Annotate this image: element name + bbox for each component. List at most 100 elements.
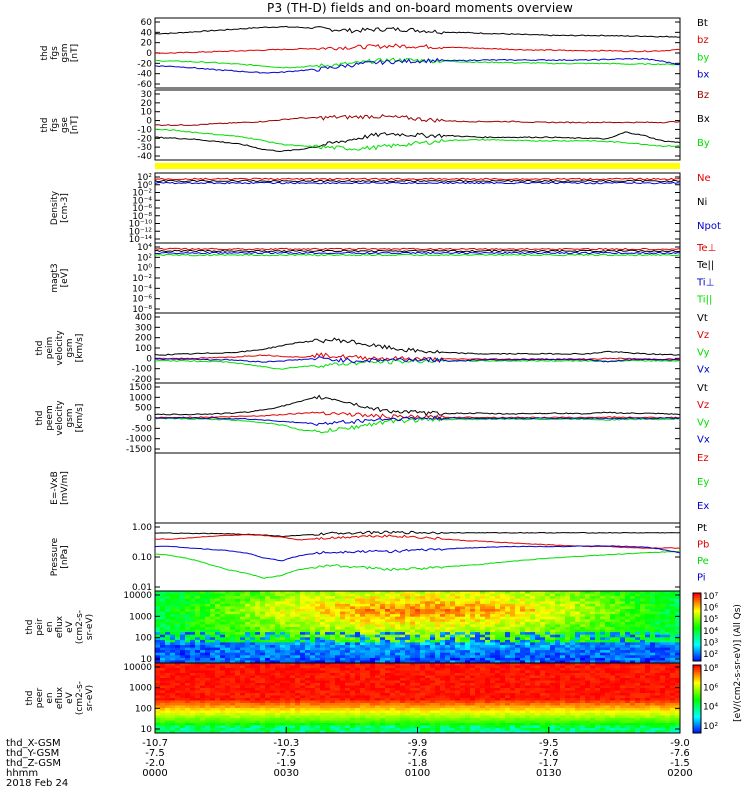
heatmap-cell bbox=[295, 663, 301, 666]
heatmap-cell bbox=[465, 591, 471, 594]
heatmap-cell bbox=[670, 611, 676, 615]
heatmap-cell bbox=[285, 634, 291, 638]
heatmap-cell bbox=[620, 598, 626, 602]
heatmap-cell bbox=[600, 616, 606, 620]
heatmap-cell bbox=[435, 611, 441, 615]
heatmap-cell bbox=[540, 685, 546, 689]
heatmap-cell bbox=[655, 652, 661, 656]
heatmap-cell bbox=[210, 606, 216, 610]
heatmap-cell bbox=[435, 693, 441, 696]
heatmap-cell bbox=[220, 685, 226, 689]
heatmap-cell bbox=[655, 603, 661, 607]
heatmap-cell bbox=[670, 603, 676, 607]
heatmap-cell bbox=[455, 685, 461, 689]
heatmap-cell bbox=[405, 606, 411, 610]
heatmap-cell bbox=[310, 621, 316, 625]
heatmap-cell bbox=[485, 606, 491, 610]
heatmap-cell bbox=[265, 678, 271, 681]
heatmap-cell bbox=[460, 663, 466, 666]
heatmap-cell bbox=[205, 619, 211, 623]
heatmap-cell bbox=[510, 616, 516, 620]
heatmap-cell bbox=[155, 621, 161, 625]
heatmap-cell bbox=[370, 693, 376, 696]
heatmap-cell bbox=[545, 680, 551, 684]
heatmap-cell bbox=[530, 632, 536, 636]
heatmap-cell bbox=[505, 652, 511, 656]
heatmap-cell bbox=[665, 603, 671, 607]
heatmap-cell bbox=[235, 593, 241, 597]
heatmap-cell bbox=[595, 637, 601, 641]
heatmap-cell bbox=[235, 695, 241, 699]
heatmap-cell bbox=[425, 695, 431, 699]
heatmap-cell bbox=[465, 619, 471, 623]
heatmap-cell bbox=[360, 652, 366, 656]
heatmap-cell bbox=[245, 670, 251, 674]
heatmap-cell bbox=[160, 683, 166, 686]
heatmap-cell bbox=[545, 616, 551, 620]
heatmap-cell bbox=[570, 634, 576, 638]
heatmap-cell bbox=[465, 647, 471, 651]
heatmap-cell bbox=[305, 614, 311, 618]
tick-label: 10⁻¹² bbox=[129, 227, 153, 237]
heatmap-cell bbox=[195, 683, 201, 686]
heatmap-cell bbox=[295, 673, 301, 676]
heatmap-cell bbox=[650, 703, 656, 706]
heatmap-cell bbox=[670, 660, 676, 664]
heatmap-cell bbox=[395, 629, 401, 633]
heatmap-cell bbox=[375, 598, 381, 602]
heatmap-cell bbox=[570, 593, 576, 597]
heatmap-cell bbox=[405, 673, 411, 676]
heatmap-cell bbox=[455, 591, 461, 594]
heatmap-cell bbox=[165, 663, 171, 666]
heatmap-cell bbox=[610, 647, 616, 651]
heatmap-cell bbox=[600, 619, 606, 623]
heatmap-cell bbox=[525, 611, 531, 615]
heatmap-cell bbox=[310, 645, 316, 648]
heatmap-cell bbox=[400, 703, 406, 706]
heatmap-cell bbox=[530, 695, 536, 699]
heatmap-cell bbox=[420, 593, 426, 597]
heatmap-cell bbox=[560, 695, 566, 699]
heatmap-cell bbox=[360, 680, 366, 684]
heatmap-cell bbox=[265, 675, 271, 679]
heatmap-cell bbox=[670, 668, 676, 671]
heatmap-cell bbox=[350, 596, 356, 600]
heatmap-cell bbox=[315, 698, 321, 701]
heatmap-cell bbox=[555, 678, 561, 681]
heatmap-cell bbox=[420, 695, 426, 699]
heatmap-cell bbox=[190, 596, 196, 600]
heatmap-cell bbox=[505, 591, 511, 594]
heatmap-cell bbox=[500, 655, 506, 659]
heatmap-cell bbox=[465, 652, 471, 656]
heatmap-cell bbox=[390, 655, 396, 659]
heatmap-cell bbox=[555, 663, 561, 666]
heatmap-cell bbox=[380, 601, 386, 605]
heatmap-cell bbox=[450, 614, 456, 618]
heatmap-cell bbox=[195, 698, 201, 701]
heatmap-cell bbox=[235, 637, 241, 641]
heatmap-cell bbox=[605, 624, 611, 628]
heatmap-cell bbox=[450, 683, 456, 686]
heatmap-cell bbox=[490, 639, 496, 643]
heatmap-cell bbox=[525, 598, 531, 602]
heatmap-cell bbox=[485, 632, 491, 636]
heatmap-cell bbox=[655, 601, 661, 605]
heatmap-cell bbox=[635, 606, 641, 610]
heatmap-cell bbox=[525, 593, 531, 597]
heatmap-cell bbox=[505, 668, 511, 671]
heatmap-cell bbox=[615, 673, 621, 676]
chart-title: P3 (TH-D) fields and on-board moments ov… bbox=[267, 1, 573, 15]
heatmap-cell bbox=[190, 652, 196, 656]
heatmap-cell bbox=[555, 703, 561, 706]
heatmap-cell bbox=[440, 627, 446, 630]
heatmap-cell bbox=[410, 685, 416, 689]
heatmap-cell bbox=[330, 693, 336, 696]
heatmap-cell bbox=[455, 673, 461, 676]
heatmap-cell bbox=[425, 693, 431, 696]
heatmap-cell bbox=[215, 695, 221, 699]
heatmap-cell bbox=[675, 591, 681, 594]
heatmap-cell bbox=[410, 668, 416, 671]
heatmap-cell bbox=[510, 619, 516, 623]
heatmap-cell bbox=[535, 624, 541, 628]
heatmap-cell bbox=[520, 611, 526, 615]
